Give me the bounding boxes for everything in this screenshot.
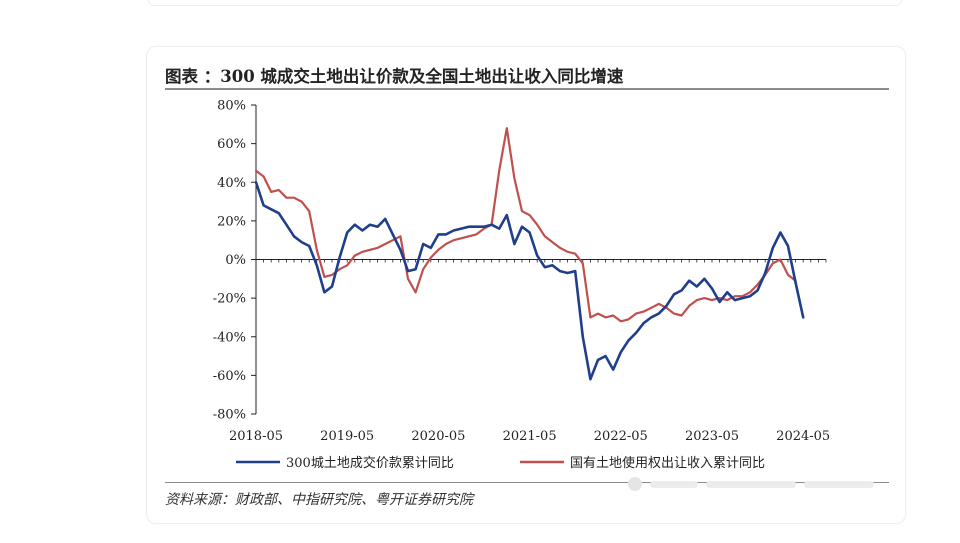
x-tick-label: 2023-05	[685, 429, 739, 444]
watermark	[628, 477, 890, 491]
watermark-text-blur	[706, 480, 796, 488]
y-tick-label: -80%	[213, 408, 246, 423]
chart-legend: 300城土地成交价款累计同比 国有土地使用权出让收入累计同比	[236, 455, 765, 471]
watermark-text-blur	[650, 480, 698, 488]
x-tick-label: 2020-05	[411, 429, 465, 444]
x-tick-label: 2022-05	[594, 429, 648, 444]
y-tick-label: 80%	[217, 99, 246, 114]
source-note: 资料来源：财政部、中指研究院、粤开证券研究院	[165, 492, 473, 508]
y-tick-label: -60%	[213, 369, 246, 384]
wechat-circle-icon	[628, 477, 642, 491]
y-tick-label: 0%	[225, 253, 246, 268]
x-tick-label: 2021-05	[503, 429, 557, 444]
chart-axes: 80% 60% 40% 20% 0% -20% -40% -60% -80% 2018-05 201…	[213, 99, 831, 445]
y-tick-label: -40%	[213, 330, 246, 345]
x-tick-label: 2024-05	[776, 429, 830, 444]
y-tick-label: 60%	[217, 137, 246, 152]
y-tick-label: 40%	[217, 176, 246, 191]
chart-series	[254, 127, 805, 381]
series-line-national	[254, 127, 797, 323]
title-divider	[165, 88, 889, 90]
legend-label-national: 国有土地使用权出让收入累计同比	[570, 455, 765, 471]
x-tick-label: 2019-05	[320, 429, 374, 444]
source-divider	[165, 482, 889, 483]
watermark-text-blur	[804, 480, 874, 488]
x-tick-label: 2018-05	[229, 429, 283, 444]
y-tick-label: 20%	[217, 214, 246, 229]
y-tick-label: -20%	[213, 292, 246, 307]
series-line-300-city	[254, 181, 805, 381]
legend-label-300-city: 300城土地成交价款累计同比	[286, 455, 454, 471]
chart-title: 图表 ：300 城成交土地出让价款及全国土地出让收入同比增速	[165, 67, 624, 86]
chart-card	[146, 46, 906, 524]
